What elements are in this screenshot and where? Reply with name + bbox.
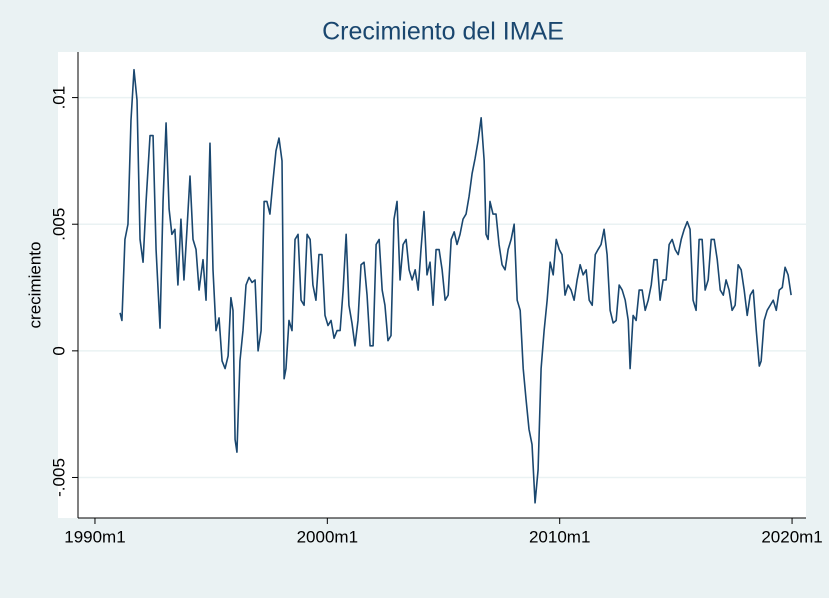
y-axis-title: crecimiento (25, 242, 44, 329)
y-tick-label: -.005 (49, 458, 68, 497)
x-tick-label: 2010m1 (529, 527, 590, 546)
y-tick-label: .005 (49, 208, 68, 241)
y-tick-label: 0 (49, 346, 68, 355)
y-tick-label: .01 (49, 86, 68, 110)
chart-title: Crecimiento del IMAE (322, 18, 564, 46)
x-tick-label: 2000m1 (297, 527, 358, 546)
x-tick-label: 1990m1 (64, 527, 125, 546)
x-tick-label: 2020m1 (761, 527, 822, 546)
data-line (119, 68, 792, 504)
